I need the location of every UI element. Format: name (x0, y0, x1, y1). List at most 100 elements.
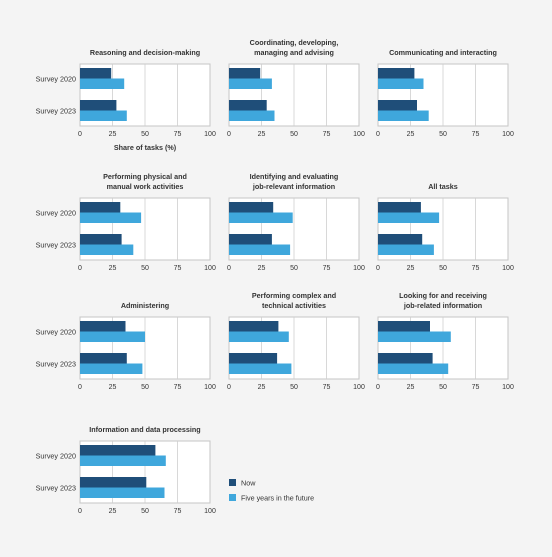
panel-4-title: manual work activities (107, 182, 184, 191)
panel-5-title: Identifying and evaluating (250, 172, 339, 181)
panel-9-tick-label: 25 (407, 384, 415, 391)
panel-9-bar (378, 363, 449, 374)
panel-7-bar (80, 353, 127, 364)
panel-2-title: managing and advising (254, 48, 334, 57)
panel-10-tick-label: 75 (174, 508, 182, 515)
panel-8-tick-label: 25 (258, 384, 266, 391)
panel-8-title: technical activities (262, 301, 326, 310)
panel-10-bar (80, 445, 156, 456)
panel-7-tick-label: 75 (174, 384, 182, 391)
panel-1-bar (80, 78, 125, 89)
panel-6-tick-label: 0 (376, 265, 380, 272)
panel-3-tick-label: 0 (376, 131, 380, 138)
panel-8-title: Performing complex and (252, 291, 336, 300)
panel-1-tick-label: 0 (78, 131, 82, 138)
panel-4-tick-label: 0 (78, 265, 82, 272)
panel-8-bar (229, 331, 289, 342)
panel-5-bar (229, 234, 272, 245)
panel-6-bar (378, 212, 440, 223)
panel-10-category-label: Survey 2023 (36, 484, 76, 493)
panel-5-tick-label: 0 (227, 265, 231, 272)
panel-5-tick-label: 100 (353, 265, 365, 272)
panel-3-bar (378, 68, 415, 79)
panel-9-bar (378, 331, 451, 342)
panel-4-bar (80, 202, 121, 213)
panel-1-x-axis-label: Share of tasks (%) (114, 143, 177, 152)
panel-9-tick-label: 100 (502, 384, 514, 391)
panel-7-tick-label: 50 (141, 384, 149, 391)
panel-9-title: job-related information (403, 301, 482, 310)
panel-1-bar (80, 110, 127, 121)
panel-2-bar (229, 110, 275, 121)
panel-4-tick-label: 25 (109, 265, 117, 272)
panel-2-bar (229, 68, 261, 79)
panel-7-tick-label: 25 (109, 384, 117, 391)
panel-4-title: Performing physical and (103, 172, 187, 181)
panel-1-category-label: Survey 2020 (36, 75, 76, 84)
panel-6-bar (378, 234, 423, 245)
panel-5-title: job-relevant information (252, 182, 335, 191)
panel-10-bar (80, 455, 166, 466)
panel-2-bar (229, 78, 272, 89)
panel-9-bar (378, 321, 430, 332)
panel-3-tick-label: 25 (407, 131, 415, 138)
panel-8-tick-label: 0 (227, 384, 231, 391)
panel-2-tick-label: 100 (353, 131, 365, 138)
panel-1-tick-label: 100 (204, 131, 216, 138)
panel-5-bar (229, 244, 291, 255)
panel-4-bar (80, 212, 142, 223)
panel-6-tick-label: 100 (502, 265, 514, 272)
panel-5-bar (229, 202, 274, 213)
panel-5-tick-label: 75 (323, 265, 331, 272)
panel-4-bar (80, 234, 122, 245)
panel-1-title: Reasoning and decision-making (90, 48, 200, 57)
panel-6-tick-label: 75 (472, 265, 480, 272)
panel-4-bar (80, 244, 134, 255)
panel-1-tick-label: 75 (174, 131, 182, 138)
panel-4-category-label: Survey 2023 (36, 241, 76, 250)
panel-8-bar (229, 353, 278, 364)
panel-8-tick-label: 100 (353, 384, 365, 391)
panel-8-bar (229, 321, 279, 332)
panel-10-category-label: Survey 2020 (36, 452, 76, 461)
panel-6-tick-label: 50 (439, 265, 447, 272)
panel-10-title: Information and data processing (89, 425, 200, 434)
panel-10-tick-label: 25 (109, 508, 117, 515)
panel-8-tick-label: 50 (290, 384, 298, 391)
panel-3-bar (378, 110, 429, 121)
panel-2-tick-label: 75 (323, 131, 331, 138)
panel-1-bar (80, 100, 117, 111)
panel-3-bar (378, 100, 417, 111)
panel-7-bar (80, 331, 145, 342)
panel-7-category-label: Survey 2020 (36, 328, 76, 337)
panel-4-tick-label: 100 (204, 265, 216, 272)
panel-3-title: Communicating and interacting (389, 48, 497, 57)
panel-9-bar (378, 353, 433, 364)
panel-3-tick-label: 100 (502, 131, 514, 138)
panel-2-title: Coordinating, developing, (250, 38, 339, 47)
panel-6-bar (378, 202, 421, 213)
panel-10-bar (80, 477, 147, 488)
panel-10-tick-label: 50 (141, 508, 149, 515)
panel-5-tick-label: 25 (258, 265, 266, 272)
panel-7-title: Administering (121, 301, 169, 310)
panel-3-bar (378, 78, 424, 89)
panel-7-bar (80, 321, 126, 332)
panel-3-tick-label: 50 (439, 131, 447, 138)
panel-8-bar (229, 363, 292, 374)
panel-7-category-label: Survey 2023 (36, 360, 76, 369)
panel-1-tick-label: 25 (109, 131, 117, 138)
panel-4-tick-label: 50 (141, 265, 149, 272)
panel-2-tick-label: 50 (290, 131, 298, 138)
panel-9-title: Looking for and receiving (399, 291, 487, 300)
panel-8-tick-label: 75 (323, 384, 331, 391)
legend-swatch (229, 494, 236, 501)
panel-2-tick-label: 0 (227, 131, 231, 138)
panel-10-tick-label: 0 (78, 508, 82, 515)
panel-3-tick-label: 75 (472, 131, 480, 138)
panel-5-bar (229, 212, 293, 223)
panel-6-title: All tasks (428, 182, 458, 191)
panel-6-bar (378, 244, 434, 255)
panel-9-tick-label: 75 (472, 384, 480, 391)
